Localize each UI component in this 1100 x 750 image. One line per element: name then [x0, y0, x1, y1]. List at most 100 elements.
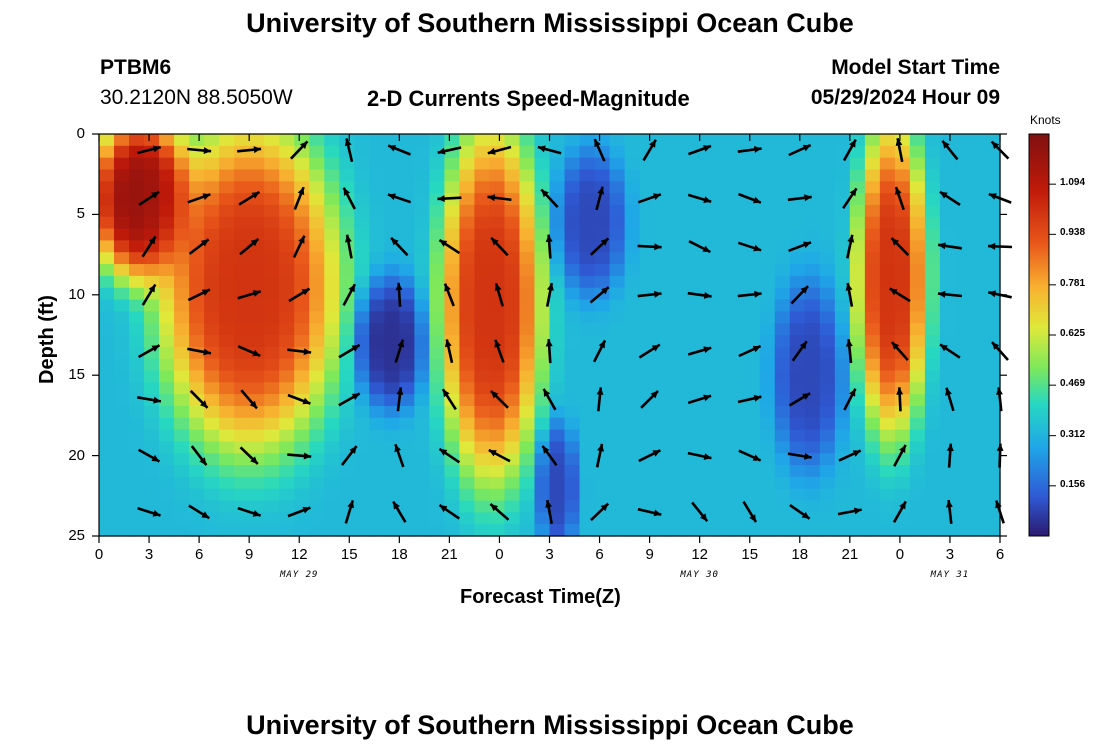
heatmap-cell: [714, 299, 731, 312]
heatmap-cell: [429, 453, 445, 466]
heatmap-cell: [294, 275, 310, 289]
heatmap-cell: [774, 346, 791, 360]
heatmap-cell: [744, 405, 761, 419]
heatmap-cell: [759, 500, 776, 513]
current-arrow: [842, 187, 858, 210]
heatmap-cell: [204, 335, 220, 348]
heatmap-cell: [819, 228, 836, 242]
heatmap-cell: [309, 453, 325, 466]
current-arrow: [737, 241, 762, 252]
heatmap-cell: [219, 417, 235, 431]
heatmap-cell: [969, 157, 986, 171]
heatmap-cell: [459, 335, 476, 348]
heatmap-cell: [384, 453, 400, 466]
heatmap-cell: [339, 488, 355, 502]
heatmap-cell: [744, 169, 761, 182]
heatmap-cell: [549, 417, 566, 431]
current-arrow: [238, 190, 261, 206]
heatmap-cell: [324, 275, 340, 289]
current-arrow: [487, 145, 512, 155]
heatmap-cell: [189, 216, 205, 230]
heatmap-cell: [984, 453, 1001, 466]
heatmap-cell: [759, 275, 776, 289]
heatmap-cell: [939, 145, 956, 159]
heatmap-cell: [234, 370, 250, 383]
heatmap-cell: [744, 429, 761, 443]
heatmap-cell: [984, 275, 1001, 289]
heatmap-cell: [639, 264, 656, 277]
heatmap-cell: [324, 252, 340, 265]
heatmap-cell: [624, 145, 641, 159]
heatmap-cell: [459, 476, 476, 490]
heatmap-cell: [744, 264, 761, 277]
heatmap-cell: [579, 134, 596, 147]
heatmap-cell: [99, 394, 115, 407]
heatmap-cell: [234, 453, 250, 466]
heatmap-cell: [114, 264, 130, 277]
heatmap-cell: [744, 524, 761, 537]
heatmap-cell: [519, 488, 536, 502]
heatmap-cell: [834, 169, 851, 182]
heatmap-cell: [954, 323, 971, 336]
heatmap-cell: [384, 134, 400, 147]
heatmap-cell: [909, 275, 926, 289]
heatmap-cell: [99, 323, 115, 336]
heatmap-cell: [864, 382, 881, 395]
heatmap-cell: [144, 311, 160, 324]
heatmap-cell: [774, 287, 791, 301]
heatmap-cell: [459, 311, 476, 324]
current-arrow: [344, 500, 355, 524]
heatmap-cell: [924, 394, 941, 407]
heatmap-cell: [534, 287, 551, 301]
heatmap-cell: [684, 476, 701, 490]
heatmap-cell: [939, 476, 956, 490]
heatmap-cell: [714, 193, 731, 206]
heatmap-cell: [174, 287, 190, 301]
heatmap-cell: [279, 204, 295, 218]
heatmap-cell: [159, 476, 175, 490]
heatmap-cell: [969, 465, 986, 478]
heatmap-cell: [984, 512, 1001, 525]
heatmap-cell: [609, 370, 626, 383]
heatmap-cell: [714, 335, 731, 348]
heatmap-cell: [864, 228, 881, 242]
heatmap-cell: [804, 275, 821, 289]
heatmap-cell: [294, 370, 310, 383]
heatmap-cell: [489, 405, 506, 419]
heatmap-cell: [279, 346, 295, 360]
heatmap-cell: [684, 311, 701, 324]
heatmap-cell: [249, 252, 265, 265]
heatmap-cell: [519, 169, 536, 182]
heatmap-cell: [564, 453, 581, 466]
heatmap-cell: [504, 453, 521, 466]
heatmap-cell: [459, 157, 476, 171]
heatmap-cell: [324, 394, 340, 407]
heatmap-cell: [384, 181, 400, 194]
heatmap-cell: [849, 216, 866, 230]
heatmap-cell: [789, 157, 806, 171]
heatmap-cell: [324, 240, 340, 253]
heatmap-cell: [339, 335, 355, 348]
heatmap-cell: [624, 169, 641, 182]
heatmap-cell: [894, 311, 911, 324]
heatmap-cell: [474, 323, 491, 336]
current-arrow: [190, 445, 208, 466]
heatmap-cell: [684, 264, 701, 277]
heatmap-cell: [804, 134, 821, 147]
heatmap-cell: [249, 476, 265, 490]
heatmap-cell: [189, 405, 205, 419]
heatmap-cell: [249, 134, 265, 147]
heatmap-cell: [99, 299, 115, 312]
heatmap-cell: [969, 275, 986, 289]
heatmap-cell: [384, 429, 400, 443]
heatmap-cell: [849, 252, 866, 265]
heatmap-cell: [819, 370, 836, 383]
heatmap-cell: [159, 488, 175, 502]
heatmap-cell: [309, 465, 325, 478]
heatmap-cell: [114, 370, 130, 383]
heatmap-cell: [804, 358, 821, 372]
heatmap-cell: [99, 181, 115, 194]
heatmap-cell: [369, 500, 385, 513]
heatmap-cell: [264, 370, 280, 383]
current-arrow: [141, 235, 157, 258]
